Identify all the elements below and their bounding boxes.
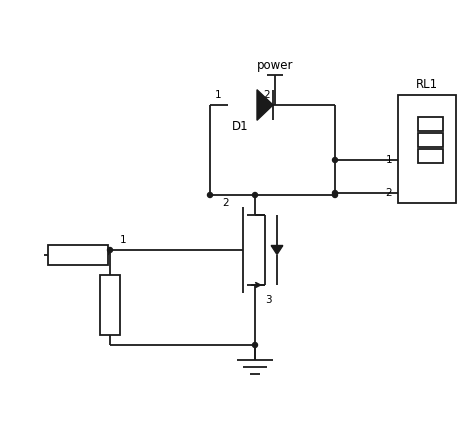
Bar (100, 275, 120, 335)
Text: 2: 2 (264, 90, 270, 100)
Text: 1: 1 (215, 90, 221, 100)
Text: 2: 2 (385, 188, 392, 198)
Bar (418, 133, 443, 147)
Text: 3: 3 (265, 295, 272, 305)
Text: 1: 1 (385, 155, 392, 165)
Text: D1: D1 (232, 120, 249, 134)
Text: RL1: RL1 (416, 78, 438, 92)
Bar (398, 95, 456, 203)
Circle shape (253, 192, 257, 198)
Text: 2: 2 (222, 198, 228, 208)
Circle shape (108, 247, 112, 252)
Polygon shape (271, 246, 283, 254)
Circle shape (208, 192, 212, 198)
Circle shape (332, 192, 337, 198)
Circle shape (332, 191, 337, 195)
Bar (418, 149, 443, 163)
Text: power: power (257, 59, 293, 71)
Polygon shape (257, 90, 273, 120)
Bar (48, 245, 108, 265)
Text: 1: 1 (120, 235, 126, 245)
Circle shape (332, 158, 337, 162)
Bar (418, 117, 443, 131)
Circle shape (253, 343, 257, 347)
